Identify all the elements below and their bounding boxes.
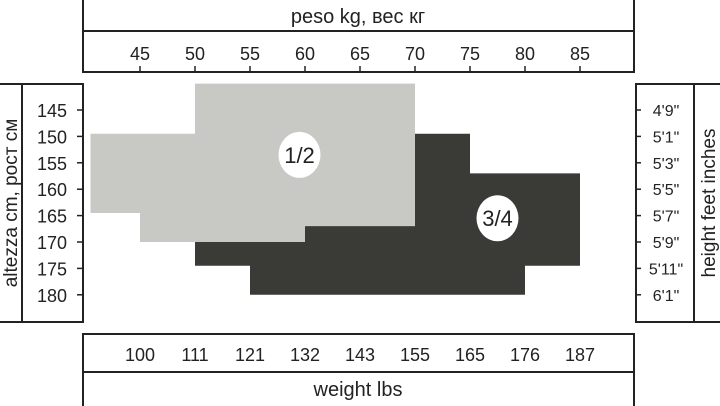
top-axis-label: peso kg, вес кг <box>291 6 425 28</box>
right-tick-label: 5'1" <box>653 129 680 146</box>
top-tick-label: 85 <box>570 44 590 64</box>
top-tick-label: 60 <box>295 44 315 64</box>
bottom-tick-label: 187 <box>565 345 595 365</box>
left-axis-box <box>0 83 84 323</box>
top-tick-label: 55 <box>240 44 260 64</box>
right-tick-label: 4'9" <box>653 103 680 120</box>
left-tick-label: 180 <box>37 286 67 306</box>
left-tick-label: 170 <box>37 233 67 253</box>
left-tick-label: 145 <box>37 101 67 121</box>
size-label: 1/2 <box>284 143 315 168</box>
left-tick-label: 165 <box>37 207 67 227</box>
bottom-tick-label: 143 <box>345 345 375 365</box>
bottom-tick-label: 155 <box>400 345 430 365</box>
right-tick-label: 5'9" <box>653 235 680 252</box>
top-tick-label: 45 <box>130 44 150 64</box>
top-axis-box <box>82 0 635 73</box>
left-tick-label: 175 <box>37 259 67 279</box>
top-tick-label: 50 <box>185 44 205 64</box>
right-tick-label: 5'3" <box>653 156 680 173</box>
top-tick-label: 65 <box>350 44 370 64</box>
size-label: 3/4 <box>482 206 513 231</box>
left-tick-label: 150 <box>37 127 67 147</box>
size-region-2 <box>195 133 580 295</box>
top-tick-label: 80 <box>515 44 535 64</box>
size-region-1 <box>90 83 415 242</box>
bottom-tick-label: 165 <box>455 345 485 365</box>
top-tick-label: 70 <box>405 44 425 64</box>
right-axis-label: height feet inches <box>699 129 720 278</box>
size-badge-1 <box>278 131 321 178</box>
bottom-tick-label: 176 <box>510 345 540 365</box>
bottom-tick-label: 111 <box>181 345 208 365</box>
left-tick-label: 160 <box>37 180 67 200</box>
left-axis-label: altezza cm, рост см <box>1 119 22 288</box>
right-axis-box <box>635 83 720 323</box>
bottom-tick-label: 121 <box>235 345 265 365</box>
right-tick-label: 5'11" <box>649 261 683 278</box>
top-tick-label: 75 <box>460 44 480 64</box>
right-tick-label: 5'7" <box>653 209 680 226</box>
right-tick-label: 6'1" <box>653 288 680 305</box>
bottom-tick-label: 132 <box>290 345 320 365</box>
size-badge-2 <box>476 195 519 242</box>
bottom-axis-label: weight lbs <box>313 379 403 401</box>
right-tick-label: 5'5" <box>653 182 680 199</box>
left-tick-label: 155 <box>37 154 67 174</box>
bottom-tick-label: 100 <box>125 345 155 365</box>
